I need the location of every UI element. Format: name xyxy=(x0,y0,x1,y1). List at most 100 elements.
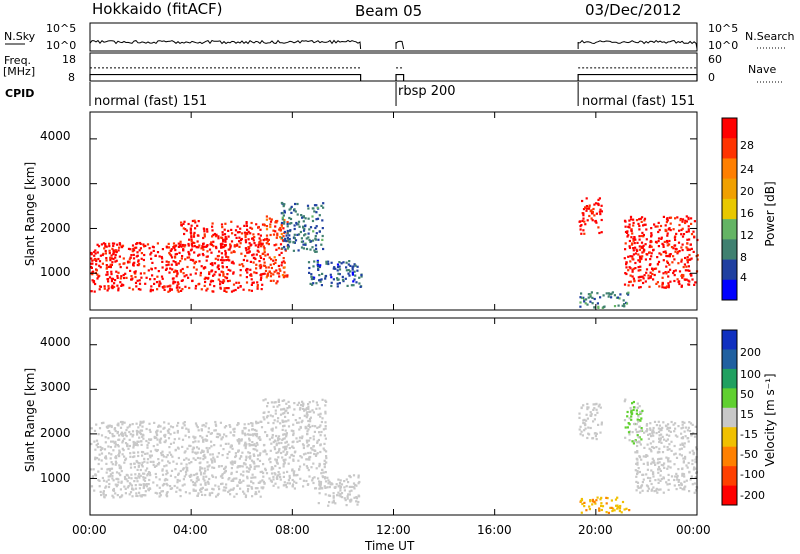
velocity-cbar-tick: -100 xyxy=(740,468,765,481)
power-scatter-cell xyxy=(685,220,688,223)
velocity-scatter-cell xyxy=(176,424,179,427)
power-scatter-cell xyxy=(257,243,260,246)
power-scatter-cell xyxy=(134,272,137,275)
velocity-scatter-cell xyxy=(288,474,291,477)
velocity-scatter-cell xyxy=(166,484,169,487)
velocity-scatter-cell xyxy=(621,500,625,504)
velocity-scatter-cell xyxy=(247,451,250,454)
velocity-scatter-cell xyxy=(199,471,203,474)
velocity-scatter-cell xyxy=(310,447,313,450)
velocity-colorbar-swatch xyxy=(722,407,737,428)
velocity-scatter-cell xyxy=(646,489,649,493)
velocity-scatter-cell xyxy=(287,419,290,422)
velocity-scatter-cell xyxy=(287,479,290,482)
power-scatter-cell xyxy=(272,233,276,236)
velocity-scatter-cell xyxy=(676,478,679,481)
velocity-scatter-cell xyxy=(136,440,139,443)
velocity-scatter-cell xyxy=(319,415,322,418)
velocity-scatter-cell xyxy=(636,471,639,474)
velocity-scatter-cell xyxy=(171,455,174,458)
velocity-scatter-cell xyxy=(635,431,638,434)
velocity-scatter-cell xyxy=(200,429,203,432)
velocity-scatter-cell xyxy=(600,502,603,505)
power-scatter-cell xyxy=(627,284,630,287)
velocity-scatter-cell xyxy=(203,472,206,475)
velocity-scatter-cell xyxy=(683,445,686,448)
power-scatter-cell xyxy=(220,236,223,239)
velocity-scatter-cell xyxy=(681,467,684,470)
velocity-scatter-cell xyxy=(332,501,335,504)
velocity-scatter-cell xyxy=(171,426,175,429)
velocity-scatter-cell xyxy=(357,474,360,477)
velocity-scatter-cell xyxy=(271,415,274,418)
power-scatter-cell xyxy=(203,277,206,281)
power-scatter-cell xyxy=(180,245,183,248)
velocity-scatter-cell xyxy=(680,447,683,450)
velocity-scatter-cell xyxy=(146,467,149,470)
power-scatter-cell xyxy=(358,276,361,279)
velocity-scatter-cell xyxy=(206,449,209,452)
power-scatter-cell xyxy=(664,271,667,274)
velocity-scatter-cell xyxy=(117,445,120,448)
velocity-scatter-cell xyxy=(159,441,162,444)
power-scatter-cell xyxy=(190,236,193,239)
power-scatter-cell xyxy=(215,247,218,250)
velocity-scatter-cell xyxy=(161,459,164,462)
power-scatter-cell xyxy=(168,253,172,256)
velocity-scatter-cell xyxy=(312,481,315,485)
velocity-scatter-cell xyxy=(165,473,168,476)
power-scatter-cell xyxy=(286,225,289,228)
velocity-scatter-cell xyxy=(327,494,330,497)
velocity-scatter-cell xyxy=(647,433,650,436)
velocity-scatter-cell xyxy=(235,470,238,473)
power-scatter-cell xyxy=(142,258,145,262)
velocity-scatter-cell xyxy=(580,499,584,502)
velocity-scatter-cell xyxy=(234,455,237,459)
velocity-scatter-cell xyxy=(146,452,149,455)
velocity-scatter-cell xyxy=(276,437,280,440)
velocity-scatter-cell xyxy=(132,444,135,447)
velocity-scatter-cell xyxy=(195,452,198,455)
velocity-scatter-cell xyxy=(344,499,347,502)
power-scatter-cell xyxy=(143,272,146,275)
velocity-scatter-cell xyxy=(137,475,140,478)
velocity-scatter-cell xyxy=(213,444,216,447)
velocity-scatter-cell xyxy=(277,486,280,489)
velocity-scatter-cell xyxy=(659,474,662,477)
velocity-scatter-cell xyxy=(111,471,114,474)
velocity-scatter-cell xyxy=(324,477,327,480)
velocity-scatter-cell xyxy=(107,485,111,489)
velocity-scatter-cell xyxy=(203,479,206,482)
power-scatter-cell xyxy=(600,210,603,213)
velocity-scatter-cell xyxy=(305,412,308,415)
velocity-scatter-cell xyxy=(339,493,342,496)
power-scatter-cell xyxy=(94,282,97,286)
velocity-scatter-cell xyxy=(258,481,261,484)
power-scatter-cell xyxy=(140,257,143,260)
power-scatter-cell xyxy=(678,250,681,253)
power-scatter-cell xyxy=(348,274,351,277)
velocity-scatter-cell xyxy=(221,482,224,485)
x-tick: 20:00 xyxy=(578,523,613,537)
velocity-scatter-cell xyxy=(127,447,130,450)
velocity-cbar-tick: 200 xyxy=(740,346,761,359)
power-scatter-cell xyxy=(276,234,279,237)
power-scatter-cell xyxy=(232,283,236,286)
power-scatter-cell xyxy=(243,224,246,227)
power-scatter-cell xyxy=(302,229,306,232)
velocity-scatter-cell xyxy=(662,491,665,494)
velocity-scatter-cell xyxy=(261,470,264,473)
velocity-scatter-cell xyxy=(675,472,678,475)
power-scatter-cell xyxy=(161,266,164,269)
velocity-scatter-cell xyxy=(322,447,325,450)
velocity-scatter-cell xyxy=(233,461,236,464)
power-scatter-cell xyxy=(687,269,690,272)
velocity-scatter-cell xyxy=(125,428,128,432)
velocity-scatter-cell xyxy=(202,423,205,427)
power-scatter-cell xyxy=(138,279,141,282)
power-scatter-cell xyxy=(269,275,272,278)
velocity-cbar-tick: 15 xyxy=(740,408,754,421)
velocity-scatter-cell xyxy=(605,511,608,514)
velocity-scatter-cell xyxy=(348,499,352,502)
velocity-scatter-cell xyxy=(251,441,254,444)
